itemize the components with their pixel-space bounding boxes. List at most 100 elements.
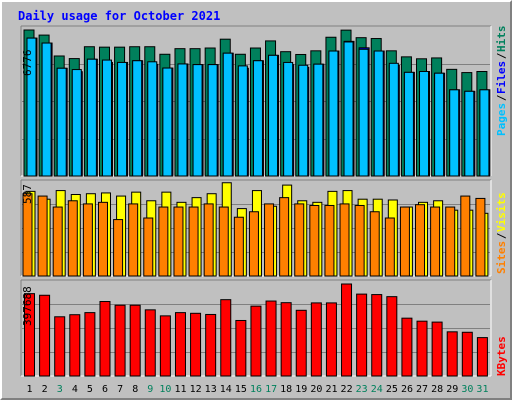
sites-bar-2 xyxy=(37,195,48,277)
pages-bar-16 xyxy=(252,60,263,177)
panel-visits-max-label: 587 xyxy=(21,184,34,204)
kbytes-bar-11 xyxy=(174,312,186,377)
kbytes-bar-9 xyxy=(144,309,156,377)
panel-kbytes-max-label: 397688 xyxy=(21,286,34,326)
kbytes-bar-25 xyxy=(386,296,398,377)
pages-bar-5 xyxy=(86,58,97,177)
kbytes-bar-31 xyxy=(476,337,488,377)
x-tick-label-23: 23 xyxy=(356,384,368,395)
x-tick-label-31: 31 xyxy=(476,384,488,395)
kbytes-bar-18 xyxy=(280,302,292,377)
x-tick-label-20: 20 xyxy=(310,384,322,395)
pages-bar-13 xyxy=(207,64,218,177)
legend-hits-panel-sep-1: / xyxy=(495,94,508,101)
sites-bar-22 xyxy=(339,203,350,277)
sites-bar-18 xyxy=(279,197,290,277)
kbytes-bar-8 xyxy=(129,304,141,377)
kbytes-bar-4 xyxy=(69,314,81,377)
pages-bar-12 xyxy=(192,64,203,177)
pages-bar-8 xyxy=(132,60,143,177)
sites-bar-5 xyxy=(82,203,93,277)
pages-bar-9 xyxy=(147,61,158,177)
kbytes-bar-2 xyxy=(39,294,51,377)
sites-bar-24 xyxy=(369,211,380,277)
x-tick-label-1: 1 xyxy=(27,384,33,395)
kbytes-bar-23 xyxy=(356,293,368,377)
sites-bar-7 xyxy=(113,219,124,277)
pages-bar-15 xyxy=(237,65,248,177)
kbytes-bar-21 xyxy=(325,302,337,377)
sites-bar-8 xyxy=(128,203,139,277)
legend-visits-panel-item-sites: Sites xyxy=(495,241,508,274)
sites-bar-3 xyxy=(52,206,63,277)
sites-bar-13 xyxy=(203,203,214,277)
x-tick-label-2: 2 xyxy=(42,384,48,395)
pages-bar-18 xyxy=(283,61,294,177)
x-tick-label-6: 6 xyxy=(102,384,108,395)
pages-bar-20 xyxy=(313,63,324,177)
kbytes-bar-3 xyxy=(54,316,66,377)
sites-bar-16 xyxy=(248,211,259,277)
pages-bar-25 xyxy=(388,62,399,177)
x-tick-label-10: 10 xyxy=(159,384,171,395)
pages-bar-29 xyxy=(449,89,460,177)
pages-bar-7 xyxy=(117,61,128,177)
sites-bar-30 xyxy=(460,195,471,277)
x-tick-label-25: 25 xyxy=(386,384,398,395)
kbytes-bar-26 xyxy=(401,317,413,377)
pages-bar-2 xyxy=(41,42,52,177)
kbytes-bar-15 xyxy=(235,319,247,377)
kbytes-bar-10 xyxy=(159,315,171,377)
sites-bar-9 xyxy=(143,217,154,277)
legend-visits-panel-item-visits: Visits xyxy=(495,192,508,232)
sites-bar-11 xyxy=(173,206,184,277)
legend-visits-panel-sep-1: / xyxy=(495,232,508,239)
sites-bar-14 xyxy=(218,206,229,277)
pages-bar-21 xyxy=(328,50,339,177)
sites-bar-27 xyxy=(415,204,426,277)
kbytes-bar-16 xyxy=(250,305,262,377)
x-tick-label-13: 13 xyxy=(205,384,217,395)
legend-hits-panel-sep-2: / xyxy=(495,52,508,59)
x-tick-label-12: 12 xyxy=(190,384,202,395)
x-tick-label-7: 7 xyxy=(117,384,123,395)
sites-bar-12 xyxy=(188,206,199,277)
legend-hits-panel-item-hits: Hits xyxy=(495,26,508,53)
x-tick-label-11: 11 xyxy=(174,384,186,395)
kbytes-bar-24 xyxy=(371,294,383,377)
x-tick-label-14: 14 xyxy=(220,384,232,395)
pages-bar-14 xyxy=(222,52,233,177)
kbytes-bar-14 xyxy=(220,299,232,377)
pages-bar-19 xyxy=(298,64,309,177)
sites-bar-29 xyxy=(445,206,456,277)
pages-bar-27 xyxy=(419,70,430,177)
legend-hits-panel: Pages/Files/Hits xyxy=(495,26,508,137)
pages-bar-23 xyxy=(358,48,369,177)
sites-bar-1 xyxy=(22,193,33,277)
pages-bar-31 xyxy=(479,89,490,177)
sites-bar-17 xyxy=(264,203,275,277)
pages-bar-3 xyxy=(56,67,67,177)
sites-bar-15 xyxy=(233,216,244,277)
sites-bar-19 xyxy=(294,203,305,277)
pages-bar-4 xyxy=(71,69,82,177)
kbytes-bar-19 xyxy=(295,309,307,377)
pages-bar-28 xyxy=(434,72,445,177)
kbytes-bar-6 xyxy=(99,301,111,377)
legend-hits-panel-item-files: Files xyxy=(495,61,508,94)
sites-bar-23 xyxy=(354,204,365,277)
kbytes-bar-20 xyxy=(310,302,322,377)
chart-title: Daily usage for October 2021 xyxy=(18,9,220,23)
legend-kbytes-panel: KBytes xyxy=(495,336,508,376)
panel-hits-max-label: 6776 xyxy=(21,50,34,77)
pages-bar-22 xyxy=(343,41,354,177)
x-axis-labels: 1 2 3 4 5 6 7 8 9 10 11 12 13 14 15 16 17 18 19 20 21 22 23 24 2… xyxy=(27,384,489,395)
kbytes-bar-7 xyxy=(114,304,126,377)
sites-bar-20 xyxy=(309,204,320,277)
x-tick-label-27: 27 xyxy=(416,384,428,395)
x-tick-label-18: 18 xyxy=(280,384,292,395)
pages-bar-11 xyxy=(177,63,188,177)
kbytes-bar-22 xyxy=(341,283,353,377)
legend-hits-panel-item-pages: Pages xyxy=(495,103,508,136)
